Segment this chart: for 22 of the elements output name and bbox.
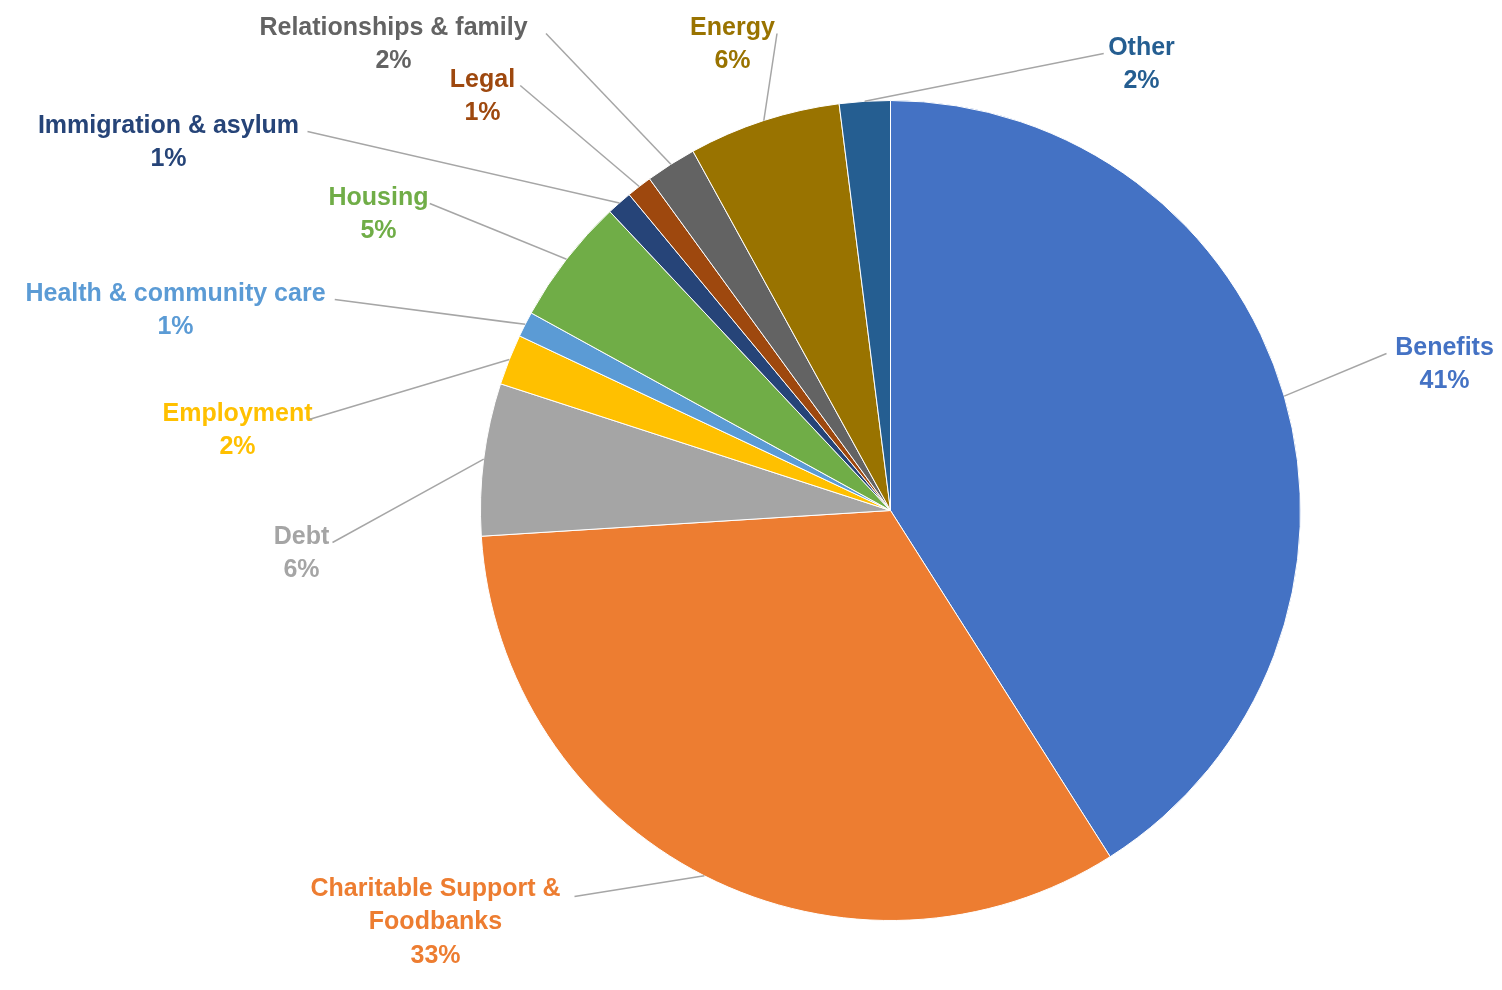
slice-label: Health & community care (25, 277, 326, 306)
data-label: 1% (150, 143, 187, 172)
slice-label: Relationships & family (259, 11, 528, 40)
slice-label: Employment (162, 397, 314, 426)
data-label: 6% (283, 554, 320, 583)
slice-label: Housing (328, 181, 429, 210)
data-label: 2% (1123, 65, 1160, 94)
slice-label: Benefits (1395, 331, 1494, 360)
data-label: 5% (360, 215, 397, 244)
slice-label: Energy (690, 11, 775, 40)
slice-label: Immigration & asylum (37, 109, 300, 138)
data-label: 2% (375, 45, 412, 74)
slice-label: Debt (273, 520, 330, 549)
data-label: 1% (464, 97, 501, 126)
data-label: 41% (1419, 365, 1470, 394)
data-label: 2% (219, 431, 256, 460)
slice-label: Legal (449, 63, 516, 92)
slice-label: Charitable Support & Foodbanks (310, 872, 561, 935)
slice-label: Other (1108, 31, 1176, 60)
data-label: 1% (157, 311, 194, 340)
data-label: 33% (410, 940, 461, 969)
data-label: 6% (714, 45, 751, 74)
